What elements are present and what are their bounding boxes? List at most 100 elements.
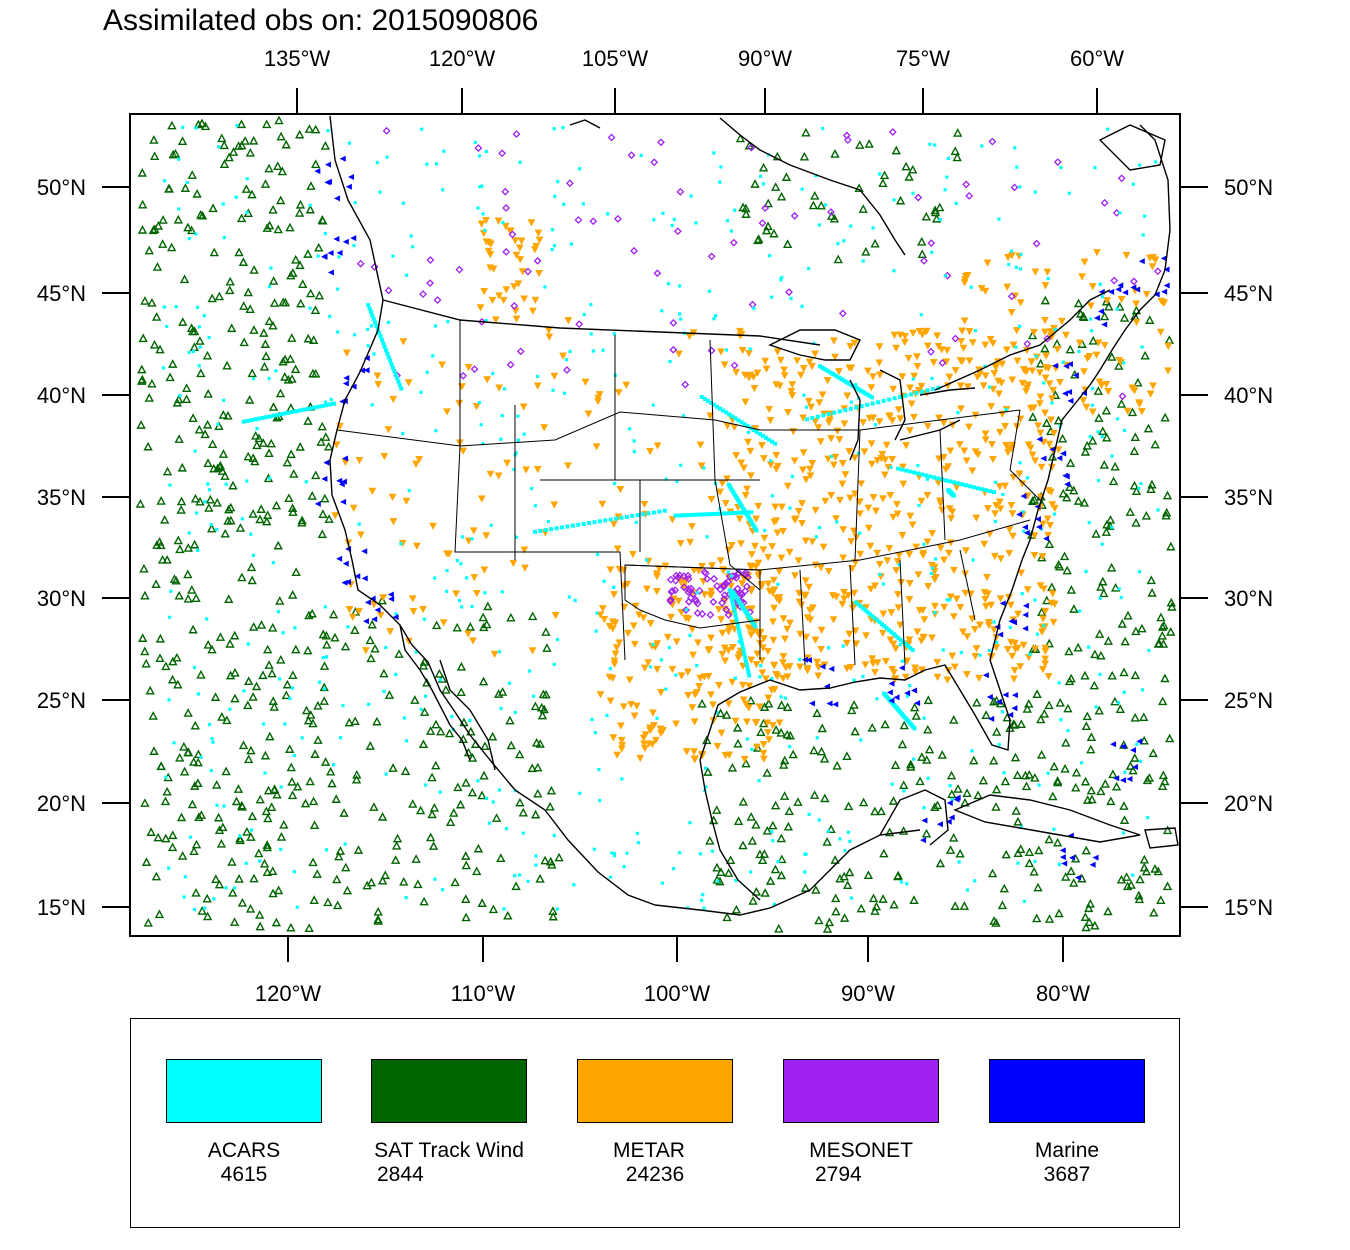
- marine-marker: [325, 161, 332, 168]
- mesonet-marker: [1129, 277, 1138, 286]
- left-tick-label: 25°N: [37, 688, 86, 713]
- acars-marker: [480, 184, 484, 188]
- sat-wind-marker: [321, 432, 331, 441]
- acars-marker: [199, 755, 203, 759]
- mesonet-marker: [671, 586, 680, 595]
- metar-marker: [740, 755, 749, 764]
- sat-wind-marker: [1103, 906, 1113, 916]
- acars-marker: [814, 173, 818, 178]
- marine-marker: [1061, 390, 1068, 397]
- acars-marker: [568, 349, 572, 354]
- sat-wind-marker: [233, 141, 244, 150]
- bottom-tick-label: 120°W: [255, 981, 322, 1006]
- sat-wind-marker: [136, 420, 146, 429]
- acars-marker: [206, 482, 210, 486]
- metar-marker: [1093, 249, 1101, 257]
- acars-marker: [812, 341, 816, 345]
- metar-marker: [879, 495, 887, 503]
- acars-marker: [713, 314, 718, 318]
- mesonet-marker: [650, 158, 659, 167]
- acars-marker: [369, 324, 373, 328]
- acars-marker: [612, 854, 617, 858]
- mesonet-marker: [1032, 239, 1041, 248]
- acars-marker: [1139, 481, 1143, 486]
- sat-wind-marker: [206, 523, 217, 533]
- acars-marker: [746, 510, 751, 515]
- sat-wind-marker: [174, 434, 184, 443]
- metar-marker: [476, 304, 485, 312]
- acars-marker: [973, 879, 977, 883]
- sat-wind-marker: [176, 496, 187, 506]
- metar-marker: [765, 736, 773, 744]
- mesonet-marker: [695, 586, 704, 595]
- marine-marker: [1002, 691, 1009, 698]
- sat-wind-marker: [144, 393, 154, 402]
- sat-wind-marker: [991, 695, 1002, 705]
- sat-wind-marker: [782, 702, 793, 712]
- metar-marker: [970, 626, 979, 634]
- acars-marker: [425, 370, 429, 374]
- acars-marker: [1090, 329, 1094, 333]
- marine-marker: [1063, 473, 1070, 480]
- metar-marker: [1053, 345, 1062, 354]
- sat-wind-marker: [898, 826, 909, 835]
- right-tick-label: 40°N: [1224, 383, 1273, 408]
- metar-marker: [935, 414, 943, 422]
- sat-wind-marker: [1040, 343, 1050, 353]
- acars-marker: [193, 449, 197, 453]
- acars-marker: [444, 589, 449, 593]
- metar-marker: [628, 551, 637, 559]
- metar-marker: [981, 430, 990, 438]
- metar-marker: [887, 609, 896, 617]
- acars-marker: [1090, 403, 1095, 407]
- acars-marker: [821, 126, 825, 131]
- sat-wind-marker: [247, 575, 257, 585]
- acars-marker: [192, 665, 197, 670]
- sat-wind-marker: [1094, 629, 1105, 638]
- sat-wind-marker: [162, 466, 173, 476]
- mesonet-marker: [735, 569, 743, 578]
- sat-wind-marker: [1145, 315, 1155, 324]
- sat-wind-marker: [331, 794, 341, 803]
- sat-wind-marker: [431, 620, 442, 630]
- sat-wind-marker: [282, 679, 293, 689]
- acars-marker: [554, 526, 559, 531]
- sat-wind-marker: [241, 184, 252, 193]
- sat-wind-marker: [225, 285, 235, 295]
- metar-marker: [883, 557, 892, 565]
- acars-marker: [1094, 705, 1098, 709]
- metar-marker: [1007, 309, 1016, 317]
- marine-marker: [345, 578, 352, 585]
- acars-marker: [573, 598, 577, 603]
- sat-wind-marker: [332, 900, 343, 910]
- sat-wind-marker: [251, 681, 262, 691]
- acars-marker: [194, 511, 199, 515]
- sat-wind-marker: [776, 191, 787, 201]
- acars-marker: [724, 511, 729, 516]
- sat-wind-marker: [295, 260, 305, 270]
- mesonet-marker: [370, 262, 379, 271]
- acars-marker: [681, 414, 686, 418]
- sat-wind-marker: [284, 493, 294, 503]
- acars-marker: [730, 414, 735, 419]
- acars-marker: [852, 678, 856, 682]
- sat-wind-marker: [527, 763, 537, 773]
- acars-marker: [800, 187, 804, 191]
- sat-wind-marker: [256, 504, 266, 513]
- acars-marker: [561, 125, 565, 130]
- acars-marker: [1035, 632, 1040, 636]
- metar-marker: [965, 423, 973, 431]
- acars-marker: [657, 509, 662, 514]
- acars-marker: [514, 535, 518, 539]
- acars-marker: [597, 519, 602, 524]
- metar-marker: [991, 510, 999, 518]
- acars-marker: [1087, 645, 1091, 649]
- metar-marker: [469, 527, 478, 535]
- mesonet-marker: [426, 256, 435, 264]
- acars-marker: [384, 772, 388, 776]
- metar-marker: [783, 482, 792, 491]
- sat-wind-marker: [233, 784, 244, 793]
- acars-marker: [499, 437, 503, 441]
- acars-marker: [751, 428, 756, 433]
- metar-marker: [786, 619, 794, 627]
